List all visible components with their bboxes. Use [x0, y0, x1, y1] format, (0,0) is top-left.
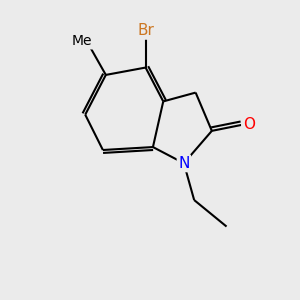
Text: Br: Br	[137, 23, 154, 38]
Text: O: O	[243, 118, 255, 133]
Text: Me: Me	[72, 34, 92, 48]
Text: N: N	[178, 156, 190, 171]
